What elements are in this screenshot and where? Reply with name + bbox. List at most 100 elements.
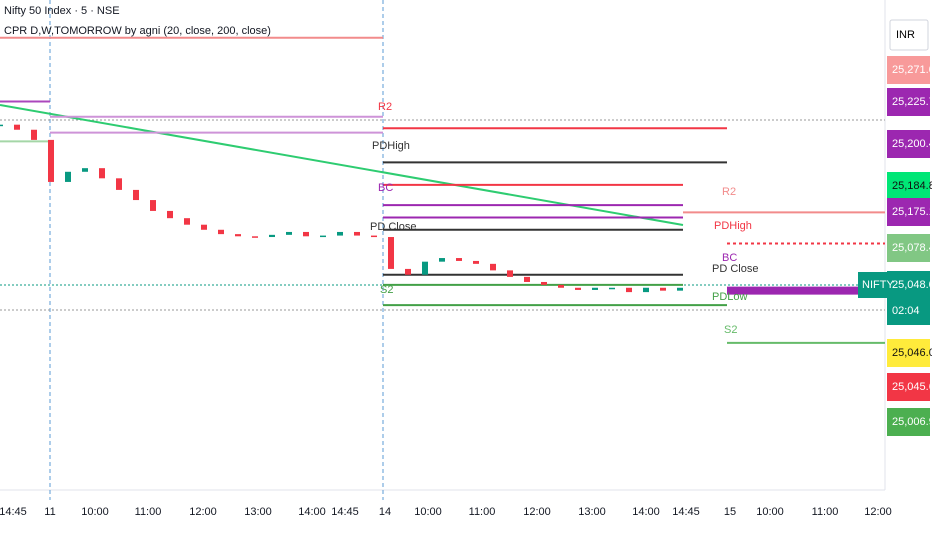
price-label: 25,045.65 (892, 381, 932, 393)
price-label-box (887, 271, 930, 299)
time-label: 11:00 (135, 506, 162, 518)
level-label: PDLow (712, 291, 748, 303)
time-label: 14:45 (331, 506, 359, 518)
symbol-title: Nifty 50 Index · 5 · NSE (4, 5, 120, 17)
price-label-box (887, 56, 930, 84)
price-label: 25,184.89 (892, 180, 932, 192)
candle (65, 171, 71, 182)
time-label: 10:00 (81, 506, 109, 518)
candle (422, 261, 428, 275)
candle (133, 189, 139, 201)
price-label: 25,225.73 (892, 96, 932, 108)
candle (235, 234, 241, 237)
price-label: 25,271.07 (892, 64, 932, 76)
candle (99, 168, 105, 179)
time-label: 12:00 (189, 506, 217, 518)
candle (252, 236, 258, 238)
candle (677, 287, 683, 291)
price-label: 25,046.00 (892, 347, 932, 359)
price-label-box (887, 172, 930, 200)
candle (507, 270, 513, 277)
price-label-box (887, 297, 930, 325)
candle (269, 234, 275, 238)
time-label: 12:00 (523, 506, 551, 518)
candle (405, 268, 411, 275)
time-label: 11 (44, 506, 55, 518)
candle (354, 231, 360, 236)
candle (167, 210, 173, 219)
candle (592, 287, 598, 290)
time-label: 13:00 (244, 506, 272, 518)
candle (116, 178, 122, 190)
time-label: 15 (724, 506, 736, 518)
candle (609, 287, 615, 290)
time-label: 10:00 (756, 506, 784, 518)
candle (371, 235, 377, 238)
candle (303, 231, 309, 237)
time-label: 10:00 (414, 506, 442, 518)
candle (524, 276, 530, 282)
candle (626, 287, 632, 293)
candle (388, 237, 394, 269)
time-label: 14:00 (298, 506, 326, 518)
candle (320, 235, 326, 238)
candle (14, 124, 20, 130)
currency-box (889, 19, 929, 51)
candle (439, 258, 445, 262)
last-tag-box (858, 272, 887, 298)
candle (337, 231, 343, 236)
candle (184, 218, 190, 225)
level-label: PD Close (712, 263, 758, 275)
price-label: 02:04 (892, 305, 920, 317)
candle (201, 224, 207, 230)
time-label: 12:00 (864, 506, 892, 518)
candle (0, 124, 3, 127)
price-label: 25,006.98 (892, 416, 932, 428)
candle (558, 284, 564, 288)
candle (660, 287, 666, 291)
time-label: 14:00 (632, 506, 660, 518)
price-label: 25,175.14 (892, 206, 932, 218)
candle (218, 229, 224, 235)
price-label: 25,048.00 (892, 279, 932, 291)
candle (575, 287, 581, 290)
candle (541, 281, 547, 285)
price-label-box (887, 130, 930, 158)
candle (456, 258, 462, 261)
level-label: S2 (724, 324, 737, 336)
candle (150, 200, 156, 211)
currency: INR (896, 29, 915, 41)
level-label: BC (378, 182, 393, 194)
level-label: PD Close (370, 221, 416, 233)
time-label: 14 (379, 506, 391, 518)
candle (490, 263, 496, 271)
level-label: PDHigh (372, 140, 410, 152)
candle (31, 129, 37, 140)
level-label: S2 (380, 284, 393, 296)
candle (48, 139, 54, 182)
level-label: PDHigh (714, 220, 752, 232)
time-label: 11:00 (469, 506, 496, 518)
candle (82, 168, 88, 172)
last-tag: NIFTY (862, 279, 894, 291)
price-label-box (887, 408, 930, 436)
price-label-box (887, 88, 930, 116)
candle (643, 287, 649, 293)
time-label: 13:00 (578, 506, 606, 518)
candle (473, 260, 479, 264)
price-label-box (887, 339, 930, 367)
price-label-box (887, 198, 930, 226)
level-label: BC (722, 252, 737, 264)
indicator-title: CPR D,W,TOMORROW by agni (20, close, 200… (4, 25, 271, 37)
price-label-box (887, 234, 930, 262)
time-label: 11:00 (812, 506, 839, 518)
price-label: 25,078.42 (892, 242, 932, 254)
time-label: 14:45 (672, 506, 700, 518)
level-label: R2 (378, 101, 392, 113)
price-label-box (887, 373, 930, 401)
candle (286, 231, 292, 235)
time-label: 14:45 (0, 506, 27, 518)
level-label: R2 (722, 186, 736, 198)
